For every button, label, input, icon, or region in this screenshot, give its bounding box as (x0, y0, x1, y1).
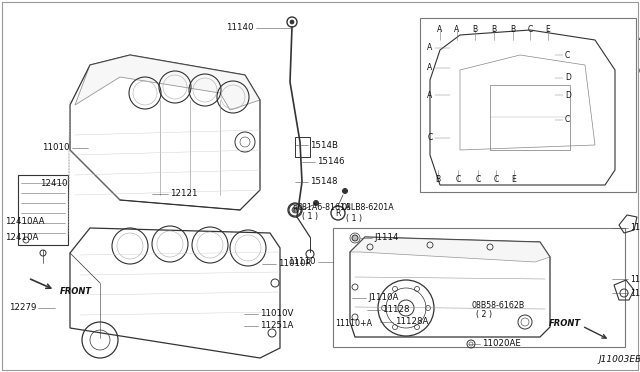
Text: J1110A: J1110A (368, 294, 398, 302)
Text: 12410: 12410 (40, 179, 68, 187)
Bar (490, 85, 570, 150)
Text: A: A (428, 64, 433, 73)
Text: R: R (292, 205, 298, 215)
Text: 12410AA: 12410AA (5, 218, 45, 227)
Text: D: D (565, 90, 571, 99)
Text: C...11020AA: C...11020AA (639, 67, 640, 77)
Text: 1514B: 1514B (310, 141, 338, 150)
Text: 11020AE: 11020AE (482, 340, 521, 349)
Text: B: B (472, 25, 477, 34)
Text: 11010: 11010 (42, 144, 70, 153)
Text: E: E (546, 25, 550, 34)
Text: 11010V: 11010V (260, 310, 293, 318)
Text: C: C (565, 51, 570, 60)
Bar (420, 18, 636, 192)
Circle shape (314, 201, 319, 205)
Text: C: C (428, 134, 433, 142)
Text: 11110FA: 11110FA (630, 289, 640, 298)
Text: 11110F: 11110F (630, 275, 640, 283)
Text: A: A (428, 44, 433, 52)
Text: ( 1 ): ( 1 ) (346, 214, 362, 222)
Text: C: C (565, 115, 570, 125)
Circle shape (342, 189, 348, 193)
Text: 11128A: 11128A (395, 317, 428, 327)
Text: D...11020AC: D...11020AC (639, 84, 640, 93)
Text: C: C (527, 25, 532, 34)
Text: D: D (565, 74, 571, 83)
Text: E: E (511, 175, 516, 184)
Text: 08B58-6162B: 08B58-6162B (472, 301, 525, 310)
Text: ( 2 ): ( 2 ) (476, 311, 492, 320)
Text: 12410A: 12410A (5, 234, 38, 243)
Text: 12121: 12121 (170, 189, 198, 199)
Text: 11251A: 11251A (260, 321, 293, 330)
Text: J11003EB: J11003EB (598, 356, 640, 365)
Text: ( 2 ): ( 2 ) (639, 119, 640, 128)
Text: 11110+A: 11110+A (335, 318, 372, 327)
Circle shape (352, 235, 358, 241)
Text: 11110: 11110 (289, 257, 316, 266)
Text: 11010R: 11010R (278, 260, 312, 269)
Text: 12279: 12279 (8, 304, 36, 312)
Text: 081A6-8161A: 081A6-8161A (298, 203, 351, 212)
Text: 08LB8-6201A: 08LB8-6201A (342, 203, 395, 212)
Text: C: C (476, 175, 481, 184)
Text: C: C (456, 175, 461, 184)
Bar (333, 228, 625, 347)
Text: 11140: 11140 (227, 23, 254, 32)
Text: ( 1 ): ( 1 ) (302, 212, 318, 221)
Text: A: A (428, 90, 433, 99)
Text: FRONT: FRONT (60, 286, 92, 295)
Polygon shape (75, 55, 260, 110)
Text: J1114: J1114 (374, 234, 399, 243)
Circle shape (290, 20, 294, 24)
Circle shape (292, 207, 298, 213)
Text: A: A (454, 25, 460, 34)
Text: A...11020A: A...11020A (639, 33, 640, 42)
Text: 11128: 11128 (382, 305, 410, 314)
Text: E...08LA0-8001A: E...08LA0-8001A (639, 102, 640, 110)
Text: A: A (437, 25, 443, 34)
Text: B: B (435, 175, 440, 184)
Text: 15148: 15148 (310, 177, 337, 186)
Bar (295, 137, 310, 157)
Text: B...11020AB: B...11020AB (639, 51, 640, 60)
Text: R: R (335, 208, 340, 218)
Text: FRONT: FRONT (549, 320, 581, 328)
Text: B: B (511, 25, 516, 34)
Text: C: C (493, 175, 499, 184)
Text: B: B (492, 25, 497, 34)
Text: 15146: 15146 (317, 157, 344, 167)
Polygon shape (350, 237, 550, 262)
Text: 11251N: 11251N (630, 224, 640, 232)
